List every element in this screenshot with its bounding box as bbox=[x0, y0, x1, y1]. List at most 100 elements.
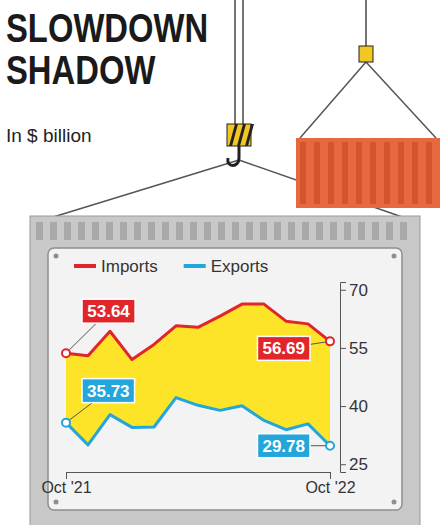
legend: Imports Exports bbox=[74, 257, 268, 276]
label-box bbox=[82, 379, 135, 403]
container-rib bbox=[386, 222, 393, 240]
hook-stripe bbox=[237, 124, 246, 146]
point-marker bbox=[326, 442, 334, 450]
container-rib bbox=[148, 222, 155, 240]
container-rib bbox=[92, 222, 99, 240]
container-rib bbox=[162, 222, 169, 240]
point-marker bbox=[62, 349, 70, 357]
orange-container bbox=[296, 138, 440, 208]
title-group: SLOWDOWNSHADOW bbox=[6, 6, 208, 93]
y-axis-line bbox=[341, 283, 347, 473]
x-tick: Oct '22 bbox=[305, 472, 355, 496]
y-tick-label: 40 bbox=[349, 397, 368, 416]
legend-item: Imports bbox=[74, 257, 158, 276]
y-tick-label: 70 bbox=[349, 281, 368, 300]
title-line: SLOWDOWN bbox=[6, 6, 208, 51]
container-rib bbox=[246, 222, 253, 240]
x-tick-mark bbox=[66, 472, 67, 479]
container-rib bbox=[342, 142, 348, 204]
container-rib bbox=[176, 222, 183, 240]
y-tick: 70 bbox=[340, 281, 368, 300]
y-tick: 40 bbox=[340, 397, 368, 416]
title: SLOWDOWNSHADOW bbox=[6, 6, 208, 93]
hook-stripe bbox=[245, 124, 254, 146]
container-rib bbox=[78, 222, 85, 240]
data-labels: 53.64 56.69 35.73 29.78 bbox=[62, 299, 334, 458]
legend-item: Exports bbox=[184, 257, 269, 276]
container-rib bbox=[302, 222, 309, 240]
data-label: 35.73 bbox=[66, 379, 135, 423]
label-box bbox=[257, 336, 310, 360]
container-rib bbox=[330, 222, 337, 240]
legend-swatch bbox=[184, 264, 206, 268]
container-rib bbox=[232, 222, 239, 240]
y-tick-mark bbox=[340, 406, 346, 407]
y-axis: 25 40 55 70 bbox=[340, 281, 368, 474]
grey-container bbox=[30, 216, 420, 525]
panel-screw bbox=[392, 500, 397, 505]
y-tick-mark bbox=[340, 464, 346, 465]
container-rib bbox=[288, 222, 295, 240]
container-rib bbox=[356, 142, 362, 204]
hook bbox=[228, 146, 239, 166]
container-rib bbox=[372, 222, 379, 240]
container-rib bbox=[120, 222, 127, 240]
label-text: 35.73 bbox=[87, 382, 130, 401]
data-label: 29.78 bbox=[257, 434, 330, 458]
container-rib bbox=[190, 222, 197, 240]
label-text: 29.78 bbox=[262, 437, 305, 456]
crane-cable bbox=[300, 62, 366, 138]
crane-cable bbox=[366, 62, 436, 138]
legend-label: Imports bbox=[101, 257, 158, 276]
container-rib bbox=[370, 142, 376, 204]
crane-cable bbox=[50, 160, 239, 218]
container-rib bbox=[218, 222, 225, 240]
container-rib bbox=[314, 142, 320, 204]
gap-area bbox=[66, 304, 330, 446]
hook-stripe bbox=[229, 124, 238, 146]
container-rib bbox=[412, 142, 418, 204]
container-rib bbox=[260, 222, 267, 240]
panel-screw bbox=[54, 254, 59, 259]
chart: SLOWDOWNSHADOW In $ billion 25 40 55 70 Oct '2… bbox=[0, 0, 440, 525]
container-rib bbox=[204, 222, 211, 240]
subtitle: In $ billion bbox=[6, 125, 92, 146]
container-rib bbox=[300, 142, 306, 204]
label-text: 53.64 bbox=[87, 302, 130, 321]
panel-screw bbox=[54, 500, 59, 505]
label-box bbox=[82, 299, 135, 323]
y-tick-mark bbox=[340, 348, 346, 349]
container-rib bbox=[106, 222, 113, 240]
point-marker bbox=[326, 337, 334, 345]
x-tick-mark bbox=[330, 472, 331, 479]
chart-panel bbox=[48, 248, 402, 510]
container-rib bbox=[398, 142, 404, 204]
container-rib bbox=[358, 222, 365, 240]
container-rib bbox=[426, 142, 432, 204]
crane-block bbox=[359, 46, 373, 62]
title-line: SHADOW bbox=[6, 48, 156, 93]
y-tick: 25 bbox=[340, 455, 368, 474]
container-rib bbox=[384, 142, 390, 204]
y-tick: 55 bbox=[340, 339, 368, 358]
crane-rope bbox=[242, 0, 244, 128]
x-tick-label: Oct '22 bbox=[305, 479, 355, 496]
plot-marks bbox=[66, 304, 330, 446]
point-marker bbox=[62, 419, 70, 427]
data-label: 56.69 bbox=[257, 336, 330, 360]
crane-rope bbox=[234, 0, 236, 128]
container-rib bbox=[36, 222, 43, 240]
data-label: 53.64 bbox=[66, 299, 135, 353]
container-rib bbox=[274, 222, 281, 240]
container-rib bbox=[344, 222, 351, 240]
container-rib bbox=[316, 222, 323, 240]
y-tick-label: 25 bbox=[349, 455, 368, 474]
y-tick-label: 55 bbox=[349, 339, 368, 358]
y-tick-mark bbox=[340, 290, 346, 291]
x-axis-line bbox=[67, 473, 331, 480]
container-rib bbox=[64, 222, 71, 240]
legend-label: Exports bbox=[211, 257, 269, 276]
x-axis: Oct '21Oct '22 bbox=[41, 472, 355, 496]
panel-screw bbox=[392, 254, 397, 259]
container-rib bbox=[134, 222, 141, 240]
